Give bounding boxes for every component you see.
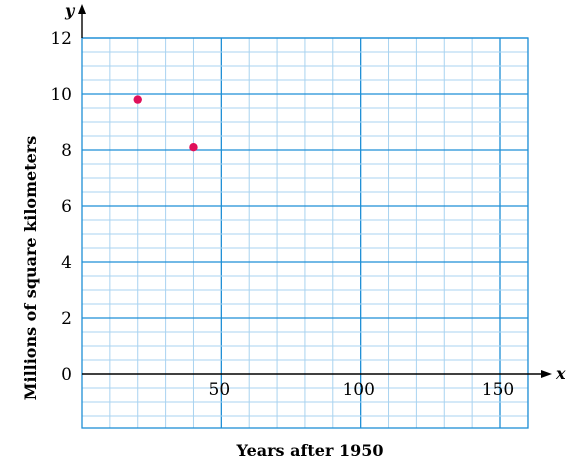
data-points — [133, 95, 198, 152]
y-axis-variable: y — [64, 1, 76, 20]
axes: x y — [64, 1, 566, 383]
x-tick-label: 50 — [209, 380, 231, 400]
y-tick-label: 0 — [61, 365, 72, 385]
x-tick-label: 100 — [342, 380, 374, 400]
y-tick-label: 12 — [50, 29, 72, 49]
data-point — [133, 95, 142, 104]
x-axis-title: Years after 1950 — [236, 441, 384, 460]
y-axis-title: Millions of square kilometers — [21, 136, 40, 400]
y-tick-label: 10 — [50, 85, 72, 105]
y-axis-arrowhead — [78, 4, 86, 14]
x-axis-variable: x — [555, 364, 566, 383]
data-point — [189, 143, 198, 152]
y-tick-label: 4 — [61, 253, 72, 273]
y-tick-label: 8 — [61, 141, 72, 161]
x-axis-arrowhead — [541, 370, 552, 378]
plot-frame — [81, 37, 529, 429]
y-tick-label: 6 — [61, 197, 72, 217]
y-tick-label: 2 — [61, 309, 72, 329]
tick-labels: 0 2 4 6 8 10 12 50 100 150 — [50, 29, 514, 400]
grid — [81, 37, 529, 428]
x-tick-label: 150 — [482, 380, 514, 400]
